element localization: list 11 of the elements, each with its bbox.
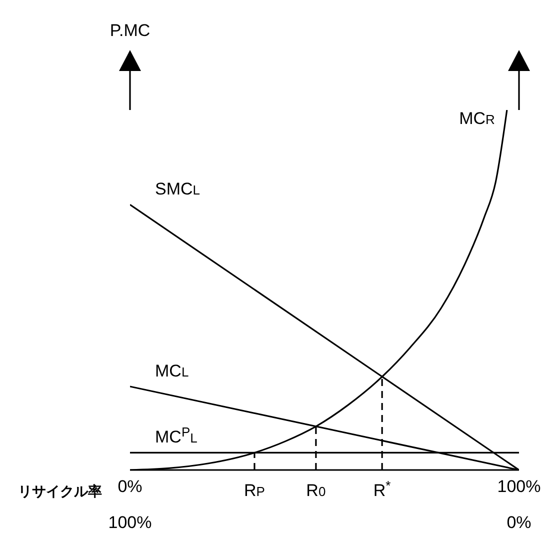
series-label: MCL <box>155 361 189 380</box>
y-axis-title: P.MC <box>110 21 150 40</box>
x-axis-title: リサイクル率 <box>18 483 102 499</box>
x2-tick-label: 100% <box>108 513 152 532</box>
series-label: MCR <box>459 109 495 128</box>
x2-tick-label: 0% <box>506 513 532 532</box>
annotation: RP <box>244 481 265 500</box>
series-label: MC$^{P}$L <box>155 424 198 447</box>
series-label: SMCL <box>155 180 200 199</box>
annotation: R$^{*}$ <box>373 478 391 500</box>
annotation: R0 <box>306 481 326 500</box>
